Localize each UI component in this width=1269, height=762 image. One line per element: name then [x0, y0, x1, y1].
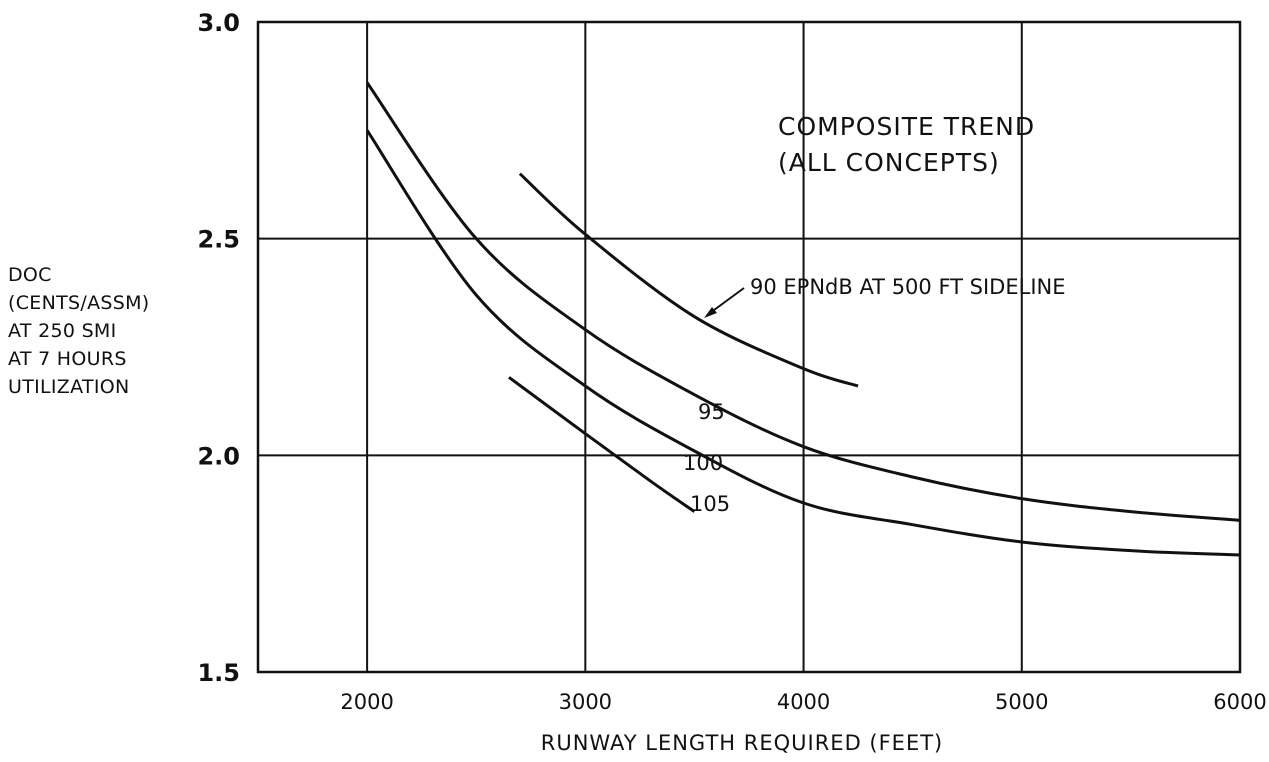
- tick-labels: 2000 3000 4000 5000 6000 1.5 2.0 2.5 3.0: [197, 9, 1266, 714]
- plot-frame: [256, 20, 1242, 674]
- series-lines: [365, 81, 1241, 557]
- x-tick-label-3000: 3000: [559, 690, 612, 714]
- composite-trend-label: COMPOSITE TREND: [778, 112, 1035, 141]
- y-label-line-5: UTILIZATION: [8, 376, 130, 398]
- y-label-line-1: DOC: [8, 264, 52, 286]
- series-line-105: [508, 376, 696, 513]
- series-line-95: [365, 81, 1241, 522]
- x-axis-label: RUNWAY LENGTH REQUIRED (FEET): [541, 731, 944, 755]
- x-tick-label-4000: 4000: [777, 690, 830, 714]
- y-label-line-4: AT 7 HOURS: [8, 348, 127, 370]
- x-tick-label-2000: 2000: [340, 690, 393, 714]
- y-tick-label-2.5: 2.5: [197, 226, 240, 254]
- series-line-100: [365, 129, 1241, 557]
- series-label-95: 95: [698, 400, 725, 424]
- y-tick-label-1.5: 1.5: [197, 659, 240, 687]
- series-label-100: 100: [683, 451, 723, 475]
- label-90-arrow: [704, 287, 745, 318]
- x-tick-label-6000: 6000: [1213, 690, 1266, 714]
- series-line-90: [518, 172, 859, 388]
- y-tick-label-3: 3.0: [197, 9, 240, 37]
- series-label-105: 105: [690, 492, 730, 516]
- grid-lines: [258, 21, 1241, 673]
- label-90-arrowhead: [704, 307, 717, 318]
- y-label-line-3: AT 250 SMI: [8, 320, 117, 342]
- series-label-90: 90 EPNdB AT 500 FT SIDELINE: [750, 275, 1066, 299]
- y-label-line-2: (CENTS/ASSM): [8, 292, 150, 314]
- y-tick-label-2: 2.0: [197, 442, 240, 470]
- label-90-leader: [709, 287, 745, 314]
- composite-concepts-label: (ALL CONCEPTS): [778, 148, 1000, 177]
- x-tick-label-5000: 5000: [995, 690, 1048, 714]
